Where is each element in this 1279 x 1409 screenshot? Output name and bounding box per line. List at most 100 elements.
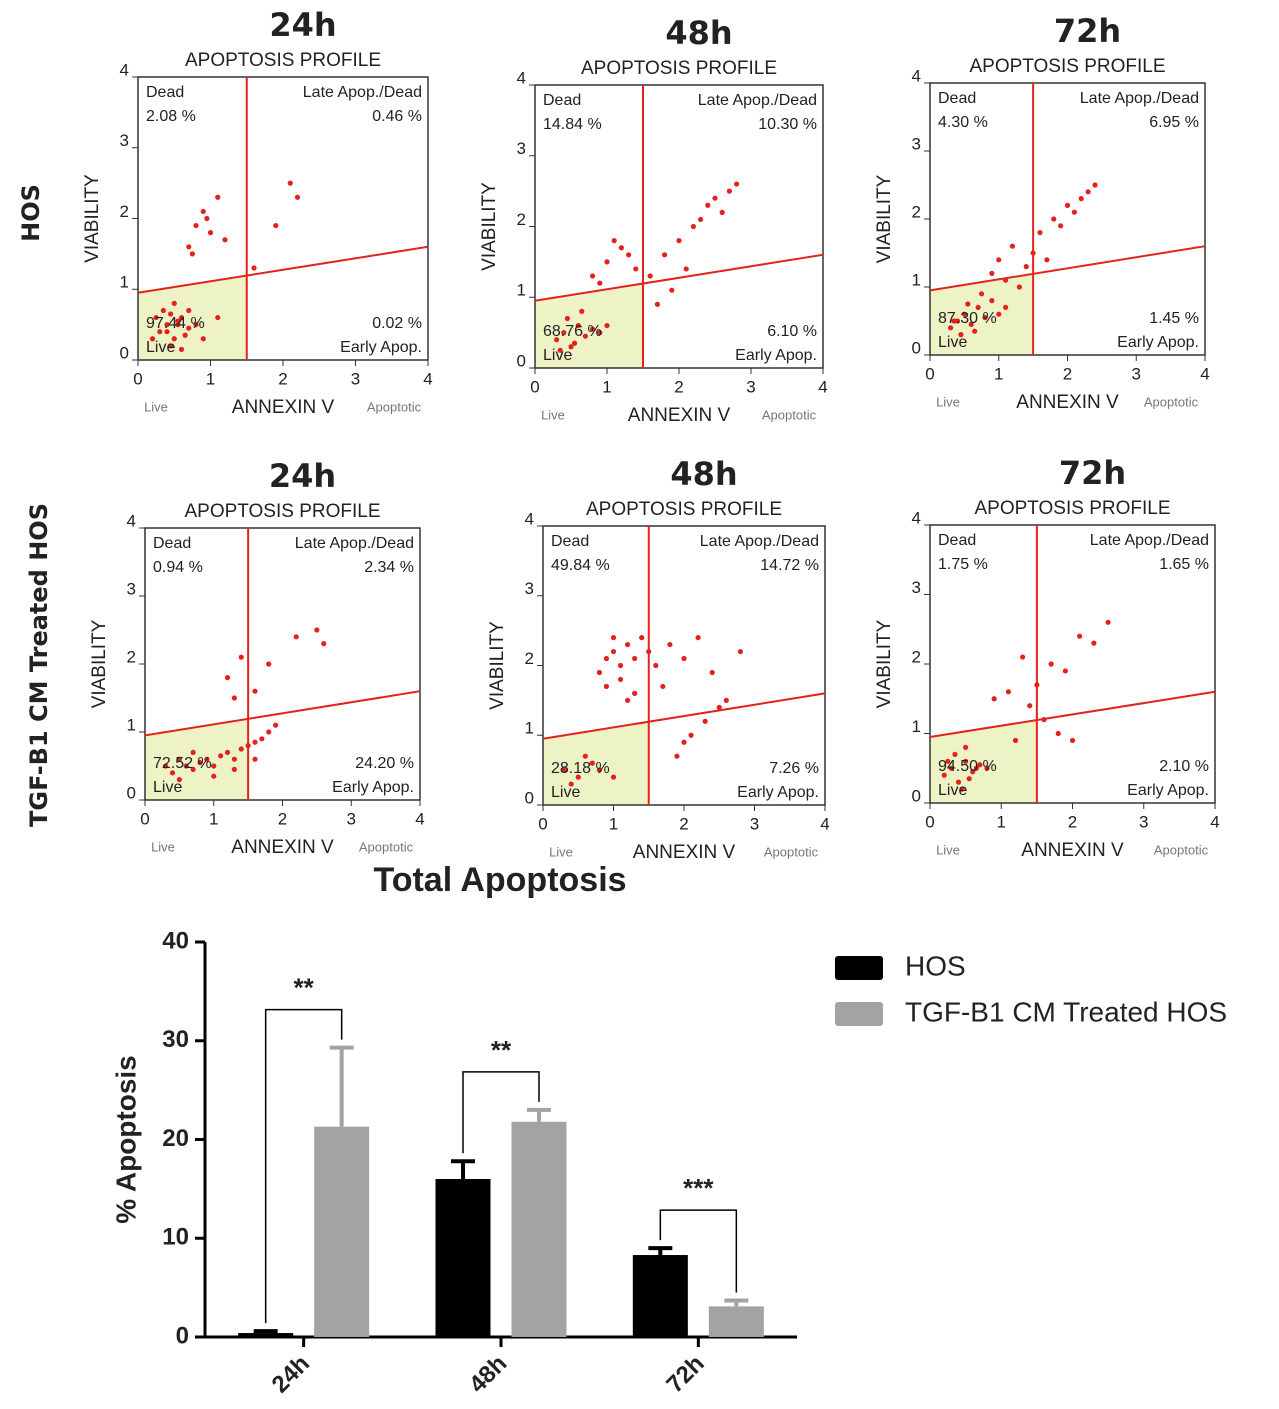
quadrant-name: Early Apop. <box>1127 782 1209 799</box>
event-dot <box>1051 216 1057 222</box>
event-dot <box>215 194 221 200</box>
event-dot <box>190 749 196 756</box>
x-end-label: Apoptotic <box>764 844 819 859</box>
x-tick-label: 4 <box>415 809 424 828</box>
quadrant-name: Early Apop. <box>340 339 422 356</box>
y-tick-label: 2 <box>912 647 921 666</box>
quadrant-name: Early Apop. <box>737 784 819 801</box>
x-tick-label: 2 <box>674 377 683 396</box>
legend-label: TGF-B1 CM Treated HOS <box>905 996 1227 1027</box>
quadrant-name: Live <box>938 782 967 799</box>
quadrant-name: Late Apop./Dead <box>295 535 414 552</box>
event-dot <box>596 669 603 676</box>
event-dot <box>952 751 958 757</box>
x-tick-label: 1 <box>206 369 215 388</box>
y-tick-label: 30 <box>162 1026 189 1053</box>
bar <box>435 1179 491 1337</box>
y-tick-label: 10 <box>162 1224 189 1251</box>
event-dot <box>1044 257 1050 263</box>
event-dot <box>169 770 176 776</box>
event-dot <box>978 291 985 297</box>
event-dot <box>963 744 969 751</box>
y-tick-label: 4 <box>525 509 534 528</box>
event-dot <box>200 336 206 342</box>
event-dot <box>197 760 203 766</box>
y-tick-label: 0 <box>120 343 129 362</box>
event-dot <box>712 195 718 201</box>
event-dot <box>176 756 182 762</box>
x-tick-label: 2 <box>679 814 688 833</box>
event-dot <box>252 688 258 694</box>
event-dot <box>1012 737 1019 744</box>
event-dot <box>204 215 210 222</box>
event-dot <box>193 222 199 229</box>
panel-title: 72h <box>1054 12 1121 50</box>
event-dot <box>575 322 581 329</box>
quadrant-percent: 97.44 % <box>146 315 205 332</box>
event-dot <box>737 648 744 655</box>
event-dot <box>1037 230 1043 236</box>
event-dot <box>973 765 979 771</box>
event-dot <box>176 777 182 783</box>
quadrant-name: Dead <box>153 535 191 552</box>
event-dot <box>653 662 659 669</box>
panel-title: 24h <box>269 457 336 495</box>
event-dot <box>590 273 596 279</box>
y-tick-label: 0 <box>176 1322 189 1349</box>
event-dot <box>984 765 990 771</box>
event-dot <box>171 300 177 306</box>
y-tick-label: 4 <box>912 508 921 527</box>
y-tick-label: 1 <box>525 719 534 738</box>
event-dot <box>1064 202 1071 208</box>
event-dot <box>626 252 632 258</box>
x-tick-label: 1 <box>609 814 618 833</box>
quadrant-name: Live <box>146 339 175 356</box>
event-dot <box>941 772 947 778</box>
event-dot <box>1009 243 1016 249</box>
event-dot <box>1091 640 1097 646</box>
quadrant-percent: 24.20 % <box>355 755 414 772</box>
event-dot <box>153 314 159 321</box>
x-tick-label: 0 <box>925 812 934 831</box>
event-dot <box>589 760 595 766</box>
event-dot <box>617 662 624 669</box>
event-dot <box>160 307 166 314</box>
x-end-label: Live <box>151 839 175 854</box>
y-tick-label: 3 <box>912 134 921 153</box>
quadrant-percent: 0.94 % <box>153 559 203 576</box>
event-dot <box>561 330 567 336</box>
event-dot <box>1078 196 1084 202</box>
event-dot <box>582 753 588 759</box>
x-tick-label: 3 <box>347 809 356 828</box>
event-dot <box>259 736 265 742</box>
quadrant-percent: 1.75 % <box>938 556 988 573</box>
event-dot <box>561 767 567 773</box>
event-dot <box>200 208 206 215</box>
event-dot <box>1005 689 1011 695</box>
event-dot <box>958 332 964 338</box>
event-dot <box>676 238 682 244</box>
event-dot <box>1069 737 1076 744</box>
panel-subtitle: APOPTOSIS PROFILE <box>581 58 777 79</box>
x-end-label: Apoptotic <box>1154 842 1209 857</box>
event-dot <box>1027 703 1033 709</box>
bar <box>314 1126 370 1337</box>
event-dot <box>723 697 729 703</box>
quadrant-percent: 28.18 % <box>551 760 610 777</box>
event-dot <box>204 756 210 762</box>
y-tick-label: 2 <box>525 649 534 668</box>
quadrant-percent: 4.30 % <box>938 114 988 131</box>
event-dot <box>610 648 617 655</box>
event-dot <box>681 655 687 662</box>
event-dot <box>611 238 617 244</box>
event-dot <box>149 336 156 342</box>
x-axis-label: ANNEXIN V <box>231 837 334 858</box>
x-tick-label: 4 <box>820 814 829 833</box>
quadrant-percent: 72.52 % <box>153 755 212 772</box>
x-tick-label: 2 <box>278 369 287 388</box>
event-dot <box>186 244 192 250</box>
quadrant-name: Late Apop./Dead <box>1090 532 1209 549</box>
event-dot <box>996 257 1002 263</box>
event-dot <box>604 322 610 329</box>
row-label: TGF-B1 CM Treated HOS <box>25 503 53 827</box>
